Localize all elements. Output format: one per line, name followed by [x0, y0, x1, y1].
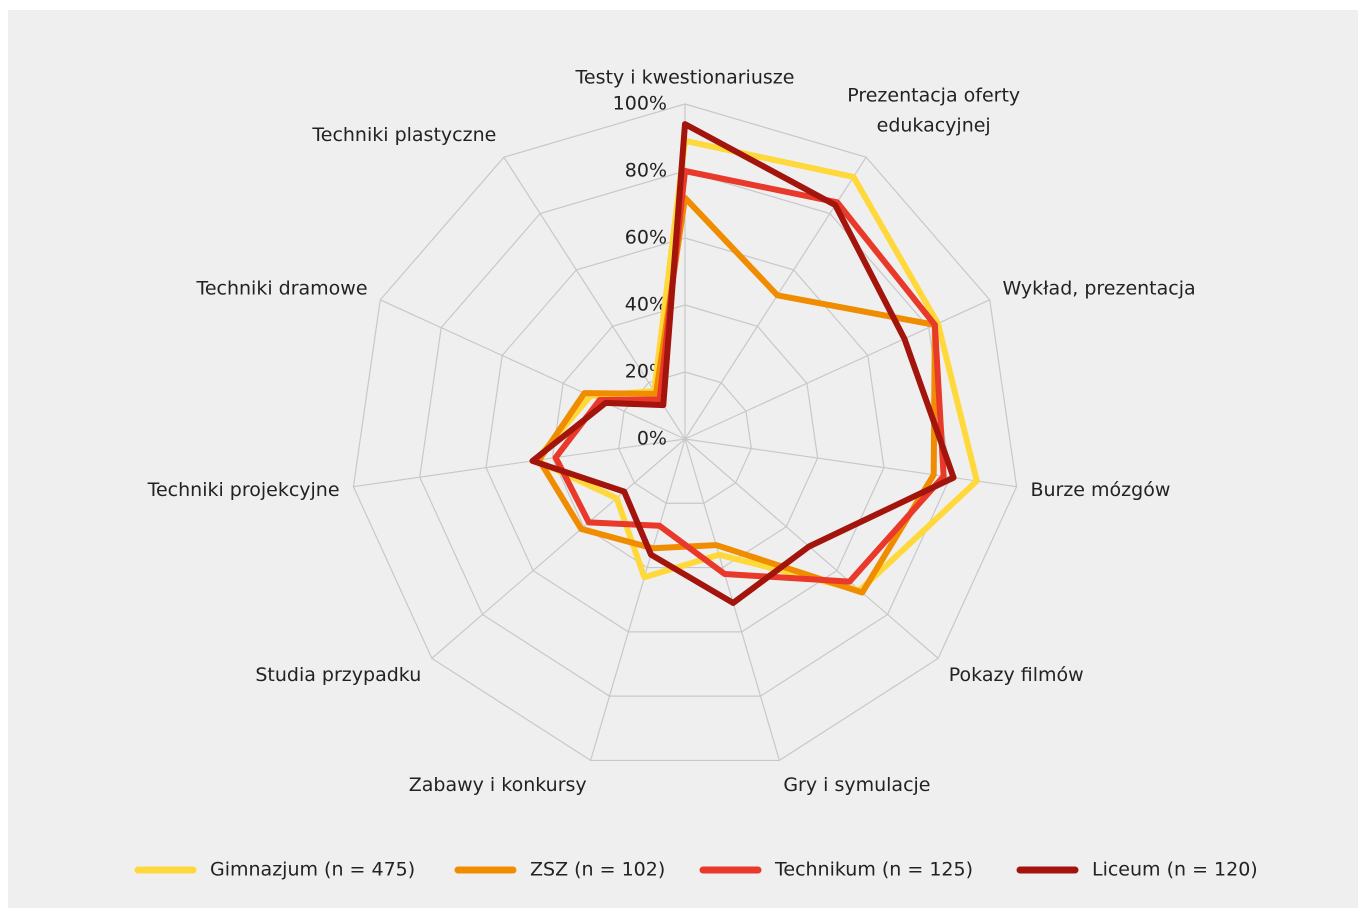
legend-label: Gimnazjum (n = 475) [210, 859, 415, 881]
series-line [552, 168, 947, 585]
axis-line [431, 438, 686, 659]
y-tick-label: 100% [613, 93, 667, 115]
category-label: Techniki projekcyjne [147, 479, 340, 501]
grid-line [485, 237, 885, 633]
grid-line [419, 170, 951, 697]
y-tick-label: 40% [625, 294, 667, 316]
category-label: Testy i kwestionariusze [575, 67, 795, 89]
y-tick-label: 60% [625, 227, 667, 249]
category-label: Wykład, prezentacja [1002, 278, 1195, 300]
axis-line [380, 299, 686, 440]
category-label: Techniki plastyczne [311, 124, 496, 146]
category-label: Burze mózgów [1030, 479, 1170, 501]
category-label: Techniki dramowe [195, 278, 367, 300]
y-tick-label: 0% [637, 428, 667, 450]
series-line [529, 121, 957, 606]
y-tick-label: 80% [625, 160, 667, 182]
axis-line [590, 438, 686, 761]
legend-label: Liceum (n = 120) [1092, 859, 1258, 881]
category-label: Studia przypadku [255, 664, 421, 686]
category-label: Pokazy filmów [949, 664, 1084, 686]
axis-line [684, 438, 1017, 488]
axis-line [684, 438, 939, 659]
legend-label: Technikum (n = 125) [774, 859, 973, 881]
category-label: Gry i symulacje [783, 774, 930, 796]
legend-label: ZSZ (n = 102) [530, 859, 665, 881]
category-label: Prezentacja oferty edukacyjnej [847, 84, 1020, 136]
category-label: Zabawy i konkursy [409, 774, 587, 796]
grid-line [352, 103, 1018, 762]
axis-line [353, 438, 686, 488]
